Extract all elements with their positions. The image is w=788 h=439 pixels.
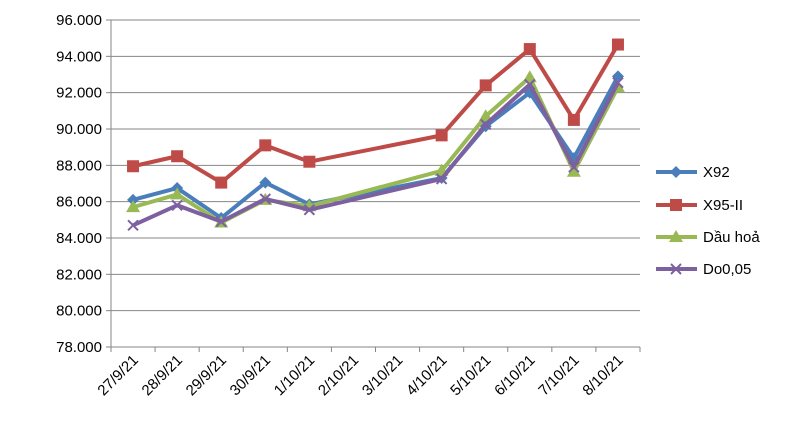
gridlines <box>111 19 640 348</box>
data-point <box>303 204 316 216</box>
data-point <box>259 139 272 152</box>
y-tick-label: 92.000 <box>56 85 102 102</box>
legend-marker <box>670 263 682 275</box>
y-tick-label: 78.000 <box>56 339 102 356</box>
series <box>126 38 625 231</box>
x-tick-label: 6/10/21 <box>491 352 538 399</box>
x-tick-label: 30/9/21 <box>227 352 274 399</box>
data-point <box>612 76 624 89</box>
data-point <box>215 176 228 189</box>
y-tick-label: 90.000 <box>56 121 102 138</box>
data-point <box>303 155 316 168</box>
data-point <box>568 161 580 173</box>
legend-item: X95-II <box>656 197 743 214</box>
data-point <box>171 199 183 212</box>
series-line <box>132 81 620 228</box>
legend-marker <box>669 230 683 242</box>
series-line <box>132 43 620 185</box>
series-do0-05 <box>127 76 624 231</box>
x-tick-label: 4/10/21 <box>403 352 450 399</box>
data-point <box>170 187 185 200</box>
legend-label: Do0,05 <box>703 261 751 278</box>
legend-marker <box>670 166 682 178</box>
series-x95-ii <box>127 38 624 189</box>
y-tick-label: 96.000 <box>56 12 102 29</box>
data-point <box>522 70 537 83</box>
data-point <box>478 109 493 122</box>
legend-item: Do0,05 <box>656 261 751 278</box>
y-tick-label: 86.000 <box>56 194 102 211</box>
data-point <box>127 193 140 206</box>
legend-label: Dầu hoả <box>703 229 760 246</box>
x-tick-label: 8/10/21 <box>579 352 626 399</box>
y-tick-label: 80.000 <box>56 303 102 320</box>
x-tick-label: 5/10/21 <box>447 352 494 399</box>
data-point <box>479 79 492 92</box>
y-tick-label: 84.000 <box>56 230 102 247</box>
x-tick-label: 27/9/21 <box>94 352 141 399</box>
data-point <box>435 173 448 185</box>
data-point <box>127 219 139 231</box>
legend: X92 X95-II Dầu hoả Do0,05 <box>656 164 760 278</box>
legend-label: X92 <box>703 164 730 181</box>
x-tick-labels: 27/9/2128/9/2129/9/2130/9/211/10/212/10/… <box>94 352 626 399</box>
x-tick-label: 1/10/21 <box>271 352 318 399</box>
x-tick-label: 28/9/21 <box>139 352 186 399</box>
data-point <box>524 78 536 91</box>
data-point <box>480 118 492 131</box>
x-tick-label: 29/9/21 <box>183 352 230 399</box>
data-point <box>259 193 271 205</box>
y-tick-label: 88.000 <box>56 157 102 174</box>
data-point <box>171 150 184 163</box>
axes <box>106 19 641 352</box>
data-point <box>566 164 581 177</box>
data-point <box>126 200 141 213</box>
y-tick-labels: 78.000 80.000 82.000 84.000 86.000 88.000 90.0… <box>56 12 102 356</box>
data-point <box>215 215 227 228</box>
data-point <box>127 160 140 173</box>
legend-item: Dầu hoả <box>656 229 760 246</box>
x-tick-label: 3/10/21 <box>359 352 406 399</box>
legend-marker <box>670 199 682 211</box>
data-point <box>259 176 272 189</box>
x-tick-label: 7/10/21 <box>535 352 582 399</box>
y-tick-label: 82.000 <box>56 266 102 283</box>
y-tick-label: 94.000 <box>56 48 102 65</box>
legend-item: X92 <box>656 164 730 181</box>
legend-label: X95-II <box>703 197 743 214</box>
x-tick-label: 2/10/21 <box>315 352 362 399</box>
data-point <box>523 43 536 56</box>
data-point <box>435 129 448 142</box>
data-point <box>567 113 580 126</box>
data-point <box>611 38 624 51</box>
